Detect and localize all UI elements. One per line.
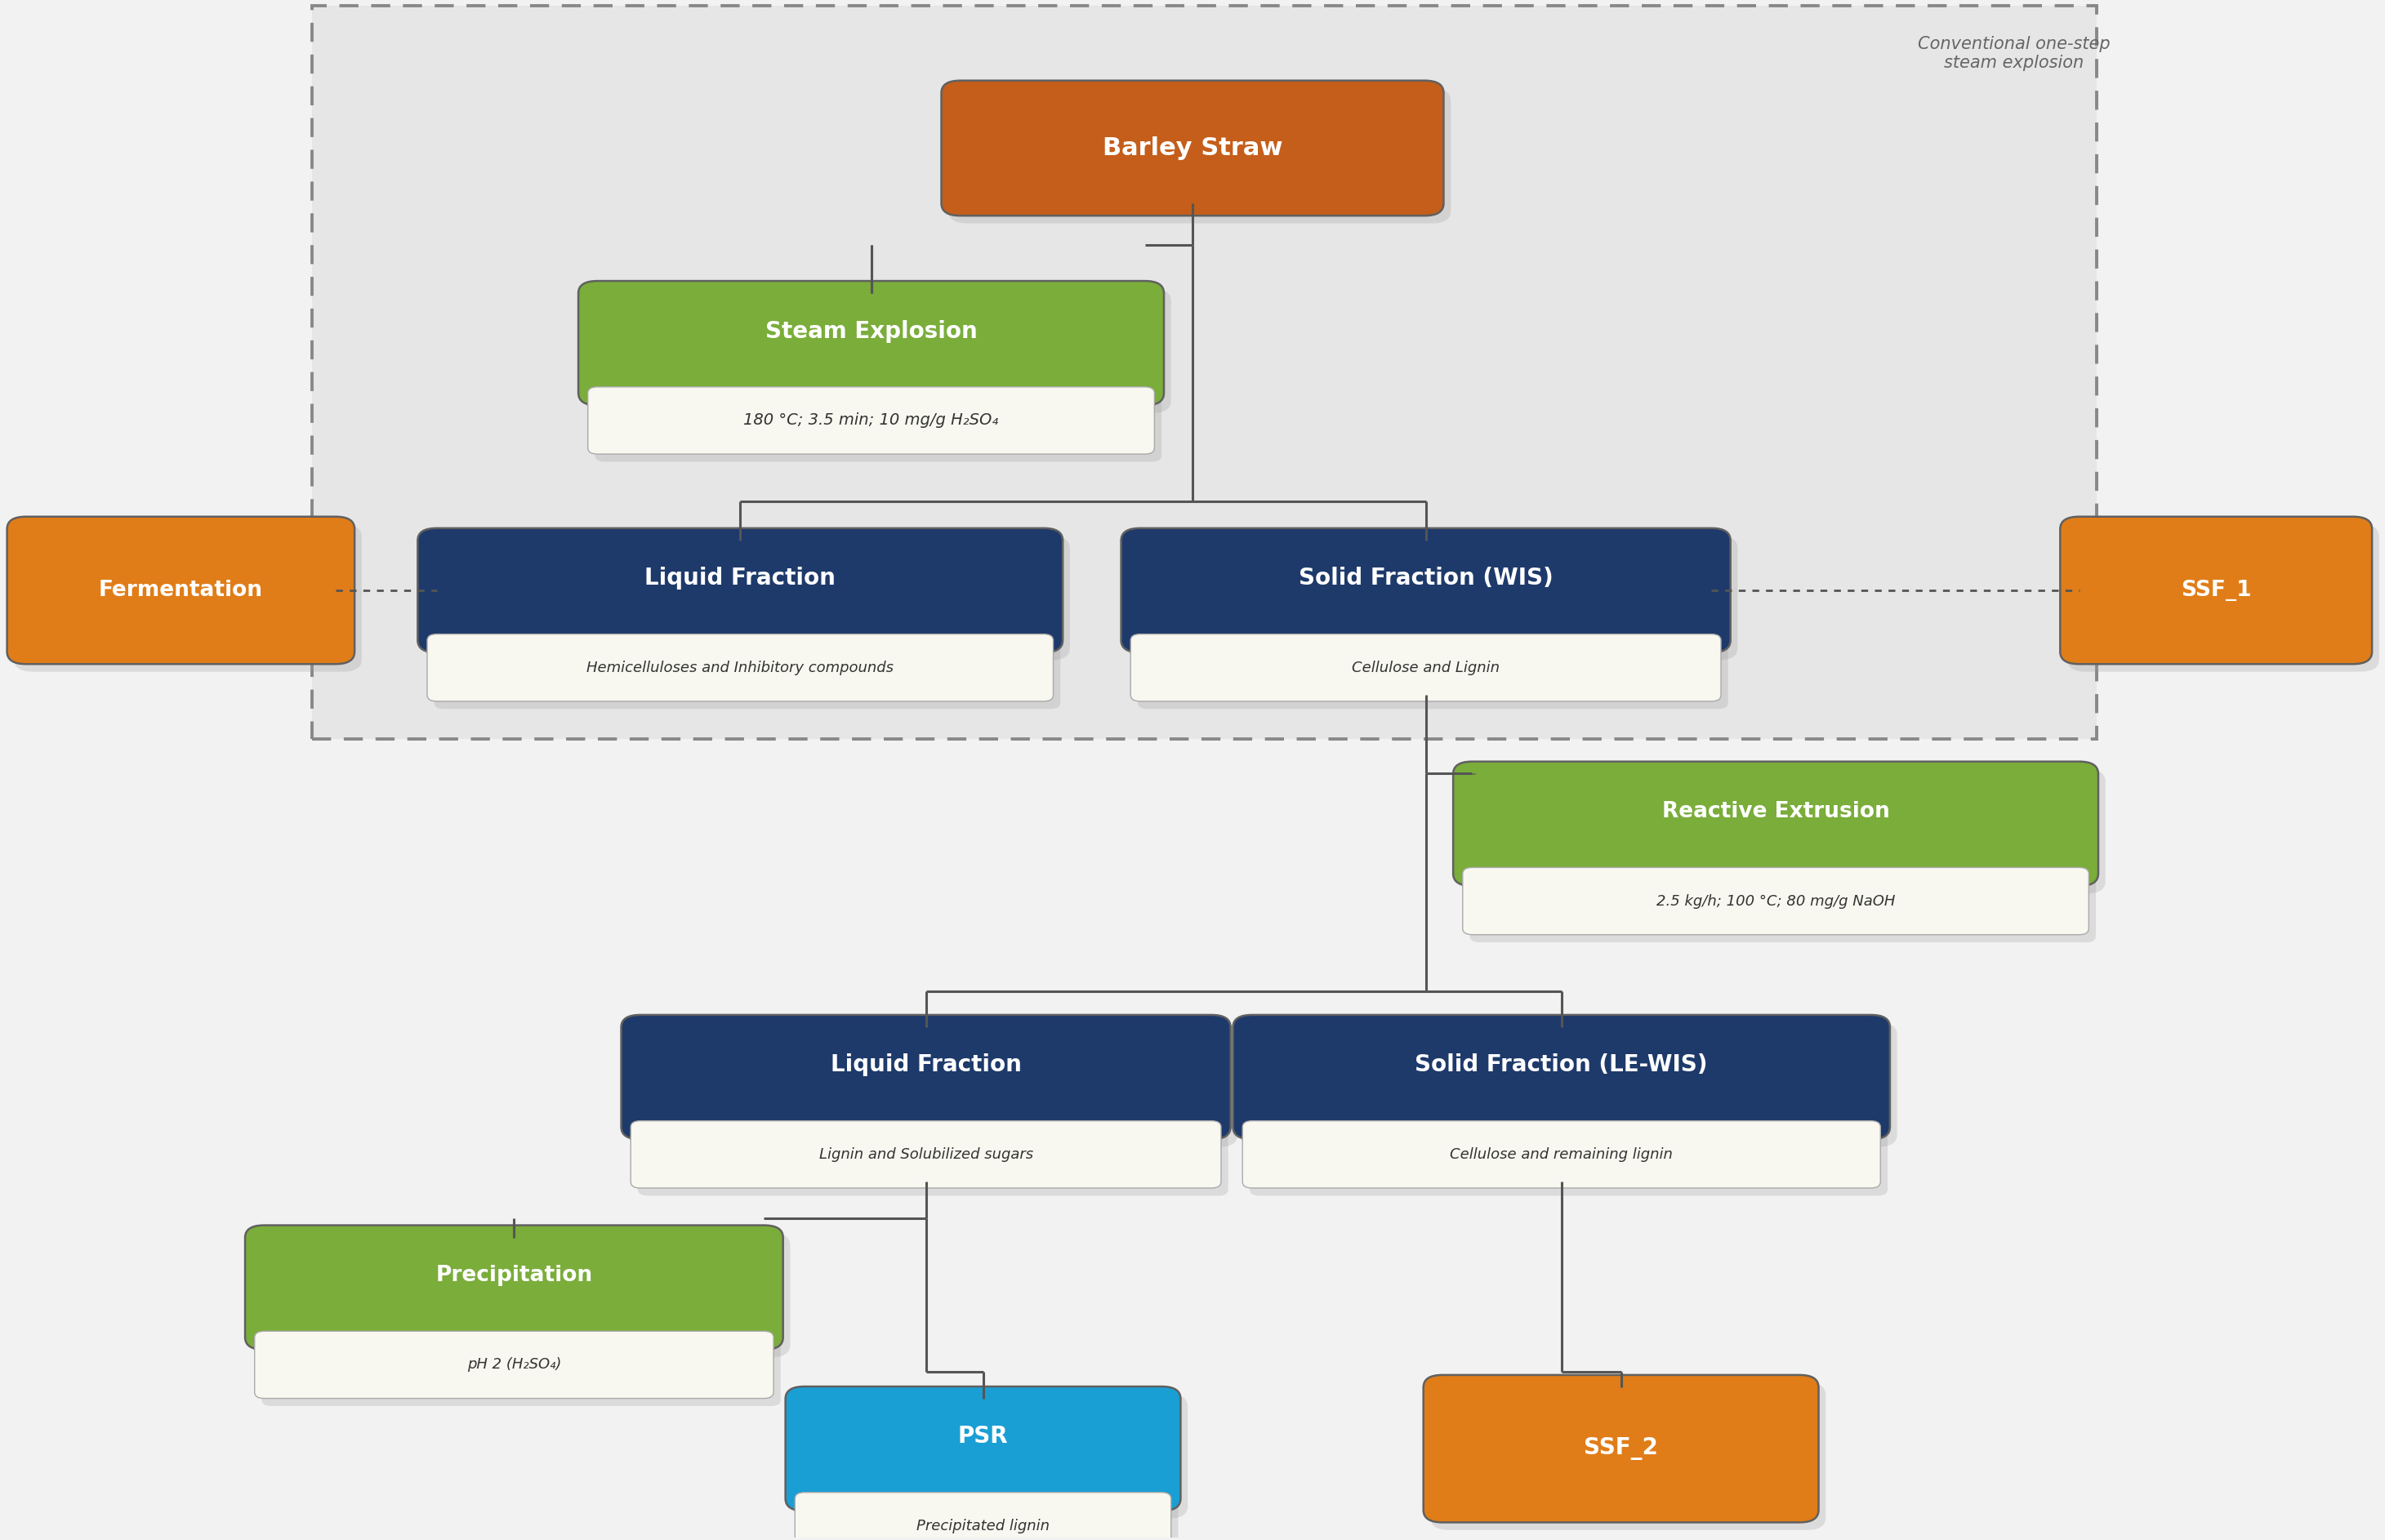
FancyBboxPatch shape bbox=[630, 1121, 1221, 1187]
Text: Steam Explosion: Steam Explosion bbox=[766, 320, 978, 342]
FancyBboxPatch shape bbox=[312, 5, 2096, 739]
FancyBboxPatch shape bbox=[792, 1394, 1188, 1518]
FancyBboxPatch shape bbox=[620, 1015, 1231, 1140]
FancyBboxPatch shape bbox=[584, 288, 1171, 413]
FancyBboxPatch shape bbox=[1240, 1023, 1896, 1147]
FancyBboxPatch shape bbox=[577, 280, 1164, 405]
FancyBboxPatch shape bbox=[1138, 642, 1729, 708]
FancyBboxPatch shape bbox=[14, 524, 363, 671]
Text: 2.5 kg/h; 100 °C; 80 mg/g NaOH: 2.5 kg/h; 100 °C; 80 mg/g NaOH bbox=[1655, 893, 1896, 909]
FancyBboxPatch shape bbox=[1121, 528, 1732, 653]
FancyBboxPatch shape bbox=[434, 642, 1061, 708]
Text: SSF_2: SSF_2 bbox=[1584, 1437, 1658, 1460]
FancyBboxPatch shape bbox=[794, 1492, 1171, 1540]
Text: Precipitated lignin: Precipitated lignin bbox=[916, 1518, 1049, 1534]
Text: Solid Fraction (WIS): Solid Fraction (WIS) bbox=[1297, 567, 1553, 590]
FancyBboxPatch shape bbox=[1243, 1121, 1879, 1187]
FancyBboxPatch shape bbox=[627, 1023, 1238, 1147]
Text: Solid Fraction (LE-WIS): Solid Fraction (LE-WIS) bbox=[1414, 1053, 1708, 1076]
Text: 180 °C; 3.5 min; 10 mg/g H₂SO₄: 180 °C; 3.5 min; 10 mg/g H₂SO₄ bbox=[744, 413, 999, 428]
FancyBboxPatch shape bbox=[1250, 1129, 1887, 1195]
FancyBboxPatch shape bbox=[253, 1234, 789, 1357]
FancyBboxPatch shape bbox=[255, 1331, 773, 1398]
FancyBboxPatch shape bbox=[2068, 524, 2380, 671]
FancyBboxPatch shape bbox=[594, 394, 1161, 462]
Text: Hemicelluloses and Inhibitory compounds: Hemicelluloses and Inhibitory compounds bbox=[587, 661, 894, 675]
Text: pH 2 (H₂SO₄): pH 2 (H₂SO₄) bbox=[467, 1357, 560, 1372]
Text: Precipitation: Precipitation bbox=[436, 1264, 591, 1286]
FancyBboxPatch shape bbox=[417, 528, 1064, 653]
FancyBboxPatch shape bbox=[587, 387, 1154, 454]
Text: Liquid Fraction: Liquid Fraction bbox=[644, 567, 835, 590]
FancyBboxPatch shape bbox=[1452, 762, 2099, 885]
FancyBboxPatch shape bbox=[1424, 1375, 1817, 1523]
Text: Conventional one-step
steam explosion: Conventional one-step steam explosion bbox=[1918, 35, 2111, 71]
FancyBboxPatch shape bbox=[246, 1226, 782, 1349]
FancyBboxPatch shape bbox=[785, 1386, 1181, 1511]
Text: SSF_1: SSF_1 bbox=[2180, 579, 2251, 601]
FancyBboxPatch shape bbox=[942, 80, 1443, 216]
Text: Fermentation: Fermentation bbox=[98, 579, 262, 601]
FancyBboxPatch shape bbox=[1462, 867, 2089, 935]
FancyBboxPatch shape bbox=[1469, 875, 2096, 942]
FancyBboxPatch shape bbox=[1431, 1383, 1825, 1531]
Text: Cellulose and Lignin: Cellulose and Lignin bbox=[1352, 661, 1500, 675]
FancyBboxPatch shape bbox=[425, 536, 1071, 661]
FancyBboxPatch shape bbox=[1130, 634, 1722, 701]
Text: Lignin and Solubilized sugars: Lignin and Solubilized sugars bbox=[818, 1147, 1033, 1161]
Text: Barley Straw: Barley Straw bbox=[1102, 137, 1283, 160]
Text: Liquid Fraction: Liquid Fraction bbox=[830, 1053, 1021, 1076]
FancyBboxPatch shape bbox=[1460, 770, 2106, 893]
FancyBboxPatch shape bbox=[801, 1500, 1178, 1540]
Text: Cellulose and remaining lignin: Cellulose and remaining lignin bbox=[1450, 1147, 1672, 1161]
FancyBboxPatch shape bbox=[1128, 536, 1739, 661]
Text: PSR: PSR bbox=[959, 1425, 1009, 1448]
FancyBboxPatch shape bbox=[2061, 516, 2373, 664]
FancyBboxPatch shape bbox=[1233, 1015, 1889, 1140]
Text: Reactive Extrusion: Reactive Extrusion bbox=[1662, 801, 1889, 822]
FancyBboxPatch shape bbox=[7, 516, 355, 664]
FancyBboxPatch shape bbox=[637, 1129, 1228, 1195]
FancyBboxPatch shape bbox=[427, 634, 1054, 701]
FancyBboxPatch shape bbox=[949, 88, 1450, 223]
FancyBboxPatch shape bbox=[262, 1338, 780, 1406]
